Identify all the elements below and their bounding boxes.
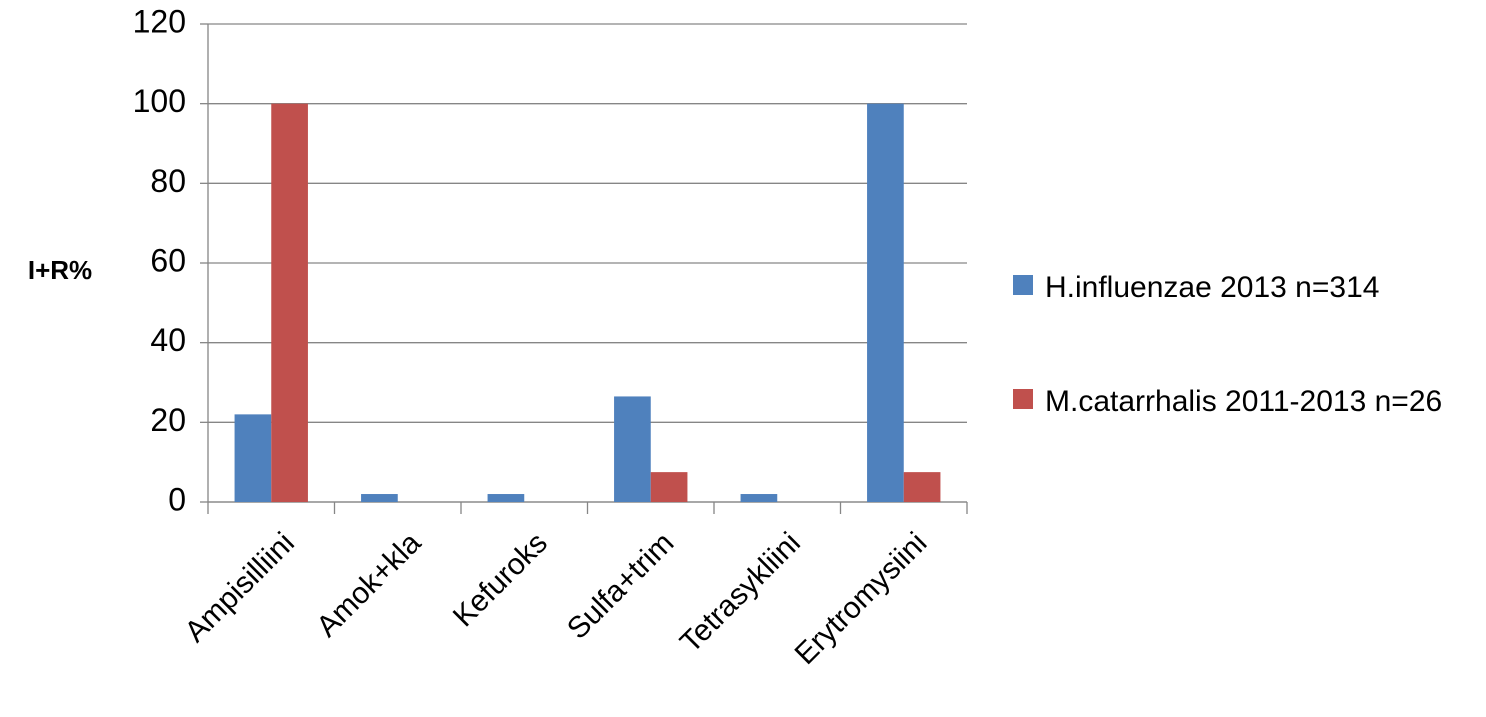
- x-tick-label: Ampisilliini: [179, 526, 301, 648]
- x-tick-label: Erytromysiini: [789, 526, 934, 671]
- legend-item: M.catarrhalis 2011-2013 n=26: [1013, 380, 1475, 424]
- y-tick-label: 80: [150, 163, 186, 199]
- x-tick-label: Kefuroks: [447, 526, 554, 633]
- y-tick-label: 20: [150, 402, 186, 438]
- x-tick-label: Amok+kla: [310, 526, 427, 643]
- y-tick-label: 40: [150, 322, 186, 358]
- bar: [234, 414, 272, 502]
- bar: [487, 494, 525, 502]
- y-axis-label: I+R%: [28, 255, 92, 285]
- bar: [867, 103, 904, 503]
- legend-label: H.influenzae 2013 n=314: [1045, 271, 1380, 304]
- bar: [614, 396, 651, 502]
- bar: [271, 103, 308, 503]
- y-tick-label: 120: [133, 3, 186, 39]
- legend-swatch: [1013, 389, 1033, 409]
- bar: [740, 494, 778, 502]
- bar: [361, 494, 398, 502]
- bar: [903, 472, 941, 502]
- bar: [650, 472, 688, 502]
- y-tick-label: 60: [150, 242, 186, 278]
- y-tick-label: 0: [168, 481, 186, 517]
- x-tick-label: Sulfa+trim: [561, 526, 680, 645]
- y-tick-label: 100: [133, 83, 186, 119]
- legend-label: M.catarrhalis 2011-2013 n=26: [1045, 385, 1443, 418]
- x-tick-label: Tetrasykliini: [674, 526, 807, 659]
- legend-swatch: [1013, 275, 1033, 295]
- legend-item: H.influenzae 2013 n=314: [1013, 266, 1475, 310]
